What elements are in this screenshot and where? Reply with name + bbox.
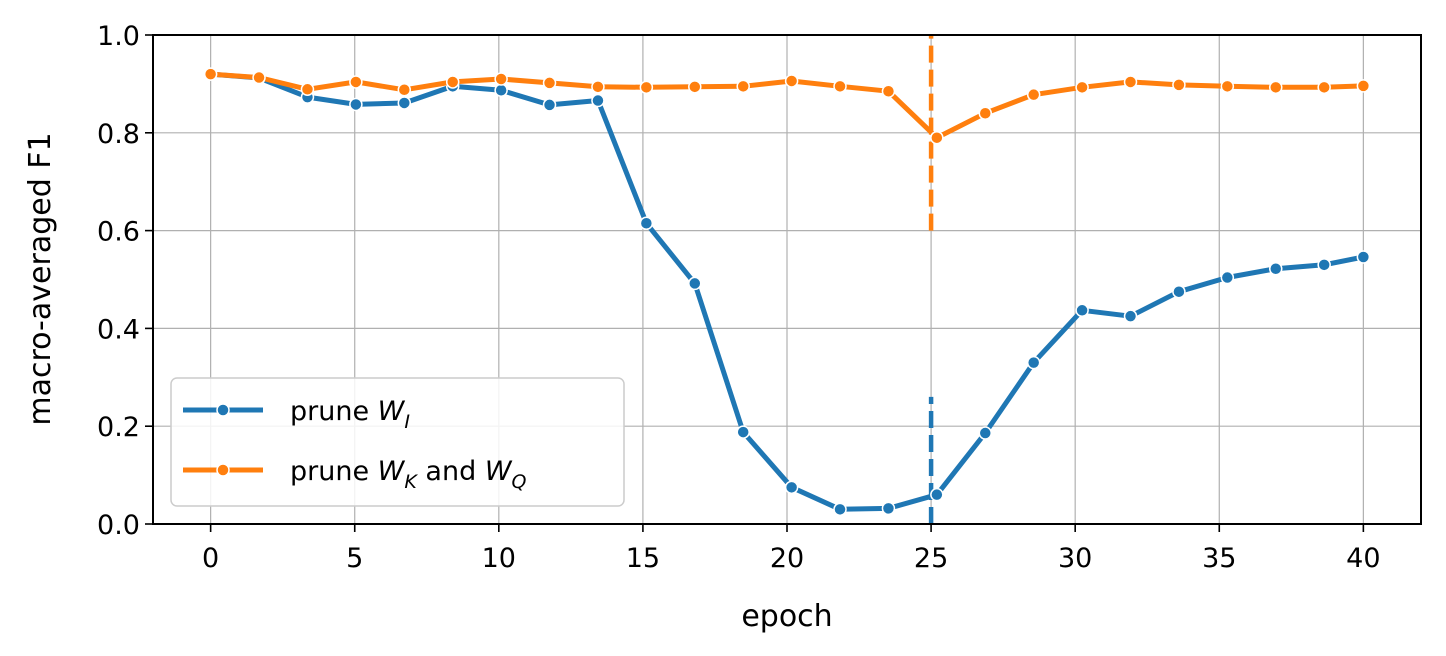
data-point — [736, 425, 750, 439]
x-tick-label: 25 — [914, 543, 948, 574]
data-point — [494, 72, 508, 86]
legend-label: prune WK and WQ — [290, 456, 527, 493]
data-point — [833, 79, 847, 94]
data-point — [397, 83, 412, 97]
x-tick-label: 15 — [626, 543, 660, 574]
data-point — [688, 276, 702, 291]
y-tick-label: 0.2 — [97, 412, 140, 443]
data-point — [542, 76, 557, 90]
legend-label: prune WI — [290, 396, 410, 433]
x-tick-label: 30 — [1058, 543, 1092, 574]
data-point — [1123, 75, 1138, 89]
data-point — [1026, 87, 1041, 102]
x-axis-label: epoch — [741, 599, 832, 634]
data-point — [930, 487, 944, 502]
data-point — [1356, 250, 1371, 264]
data-point — [784, 74, 799, 88]
data-point — [1026, 355, 1041, 370]
data-point — [349, 97, 363, 112]
data-point — [1172, 78, 1186, 92]
data-point — [445, 75, 460, 89]
data-point — [881, 84, 896, 98]
data-point — [1123, 309, 1138, 323]
data-point — [639, 216, 654, 231]
data-point — [784, 480, 799, 495]
data-point — [1269, 80, 1283, 95]
data-point — [252, 70, 266, 85]
data-point — [639, 80, 654, 95]
data-point — [1075, 80, 1089, 95]
x-tick-label: 5 — [346, 543, 363, 574]
data-point — [591, 80, 605, 94]
data-point — [978, 106, 993, 120]
legend-swatch-marker — [216, 463, 230, 477]
legend: prune WI prune WK and WQ — [170, 377, 625, 507]
data-point — [494, 83, 508, 98]
legend-item-series-1: prune WI — [183, 396, 410, 433]
data-point — [591, 93, 605, 108]
data-point — [542, 98, 557, 112]
legend-item-series-2: prune WK and WQ — [183, 456, 527, 493]
data-point — [1269, 261, 1283, 276]
y-tick-label: 0.6 — [97, 217, 140, 248]
data-point — [1356, 79, 1371, 93]
data-point — [397, 96, 412, 110]
legend-swatch-marker — [216, 403, 230, 417]
x-axis-ticks: 0 5 10 15 20 25 30 35 40 — [202, 524, 1381, 574]
data-point — [930, 130, 944, 145]
data-point — [833, 502, 847, 517]
data-point — [1172, 284, 1186, 299]
data-point — [736, 79, 750, 94]
data-point — [349, 75, 363, 89]
data-point — [978, 426, 993, 440]
data-point — [300, 82, 315, 97]
data-point — [1220, 270, 1235, 285]
series-2 — [203, 67, 1371, 145]
y-axis-label: macro-averaged F1 — [23, 132, 58, 425]
data-point — [688, 80, 702, 94]
x-tick-label: 20 — [770, 543, 804, 574]
x-tick-label: 0 — [202, 543, 219, 574]
data-point — [1220, 79, 1235, 94]
y-tick-label: 0.4 — [97, 314, 140, 345]
x-tick-label: 40 — [1346, 543, 1380, 574]
series-layer — [203, 67, 1371, 517]
x-tick-label: 35 — [1202, 543, 1236, 574]
data-point — [881, 501, 896, 516]
y-axis-ticks: 0.0 0.2 0.4 0.6 0.8 1.0 — [97, 21, 153, 541]
data-point — [1317, 258, 1331, 272]
x-tick-label: 10 — [482, 543, 516, 574]
y-tick-label: 1.0 — [97, 21, 140, 52]
data-point — [1075, 303, 1089, 318]
legend-box — [170, 377, 625, 507]
data-point — [1317, 80, 1331, 95]
y-tick-label: 0.0 — [97, 510, 140, 541]
data-point — [203, 67, 218, 81]
y-tick-label: 0.8 — [97, 119, 140, 150]
